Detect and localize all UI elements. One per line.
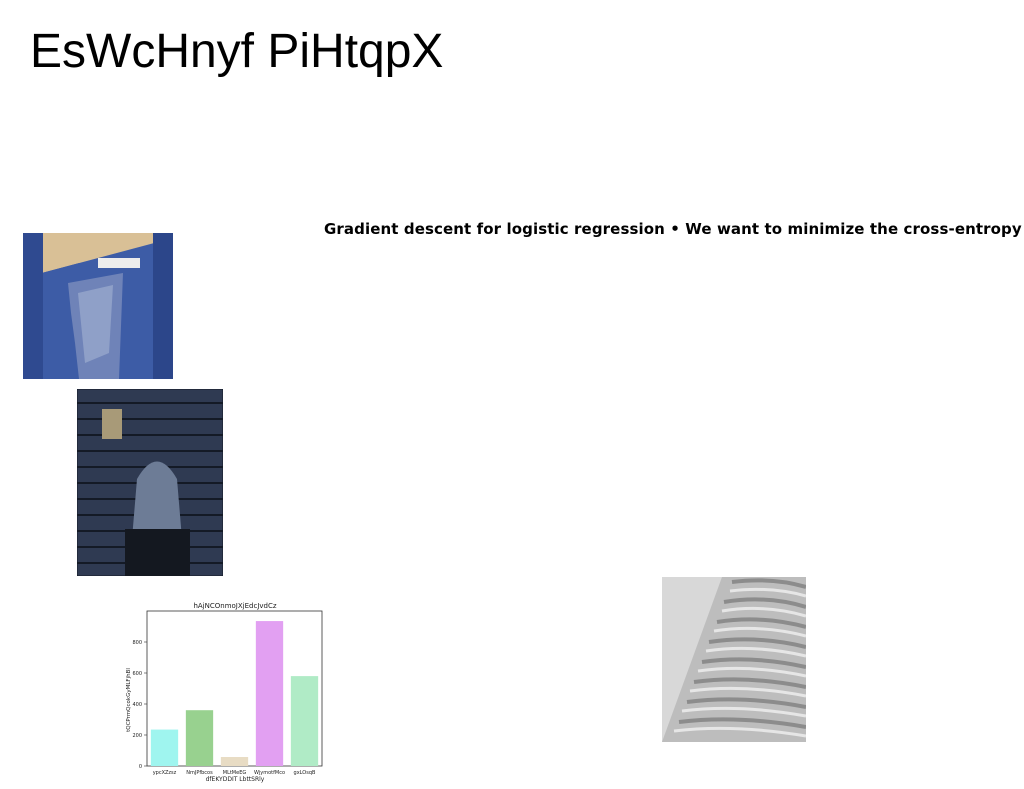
chart-bar-2	[220, 757, 249, 766]
woman-brick-wall-photo	[77, 389, 223, 576]
blue-wall-photo	[23, 233, 173, 379]
chart-xtick-label: WjymotfMco	[254, 770, 285, 776]
chart-ytick-label: 0	[139, 764, 142, 770]
chart-xtick-label: ypcXZzsz	[153, 770, 177, 776]
chart-xtick-label: NmJPfbcos	[186, 770, 213, 776]
chart-ytick-label: 200	[132, 733, 142, 739]
chart-xtick-label: MLtMeEG	[223, 770, 247, 776]
chart-xtick-label: gxLOsqB	[294, 770, 316, 776]
chart-xlabel: dfEKYDDIT LbttSRly	[206, 776, 265, 783]
bar-chart: hAjNCOnmoJXjEdcJvdCz dfEKYDDIT LbttSRly …	[115, 597, 330, 784]
chart-bar-1	[185, 710, 214, 766]
chart-bar-0	[150, 729, 179, 766]
chart-ytick-label: 600	[132, 671, 142, 677]
chart-ytick-label: 800	[132, 640, 142, 646]
chart-bar-3	[255, 621, 284, 766]
page-title: EsWcHnyf PiHtqpX	[30, 25, 444, 78]
chart-ytick-label: 400	[132, 702, 142, 708]
chart-title: hAjNCOnmoJXjEdcJvdCz	[193, 602, 276, 610]
chart-ylabel: tQCPrmQcokGyMLFjhBl	[126, 668, 132, 732]
slide-caption: Gradient descent for logistic regression…	[324, 220, 1022, 238]
chart-bar-4	[290, 676, 319, 766]
white-building-facade-photo	[662, 577, 806, 742]
